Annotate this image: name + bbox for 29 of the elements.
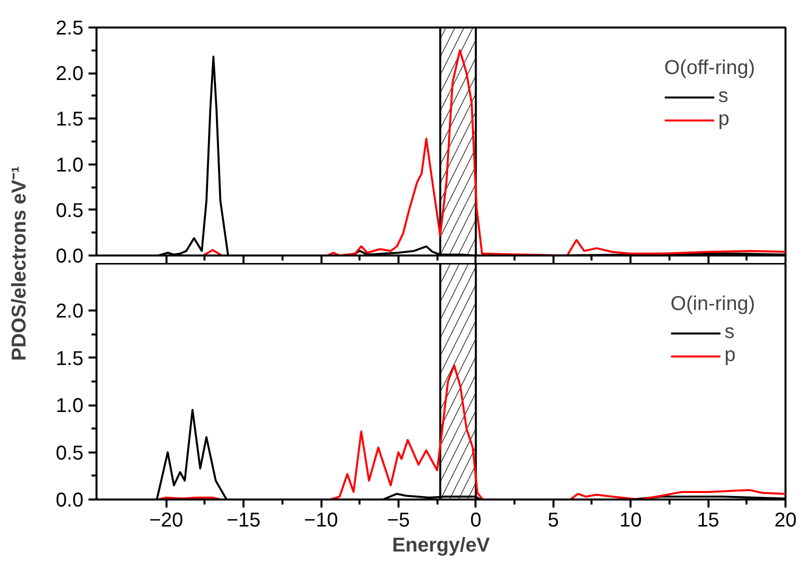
x-axis-title: Energy/eV <box>392 534 491 556</box>
y-tick-label: 1.5 <box>56 348 84 370</box>
y-axis-title: PDOS/electrons eV⁻¹ <box>8 166 30 361</box>
x-tick-label: 20 <box>774 510 797 532</box>
x-tick-label: 0 <box>470 510 482 532</box>
x-tick-label: 15 <box>696 510 720 532</box>
legend-title: O(in-ring) <box>670 293 755 316</box>
y-tick-label: 1.0 <box>56 395 84 418</box>
y-tick-label: 0.0 <box>56 490 84 512</box>
y-tick-label: 2.5 <box>56 18 84 40</box>
x-tick-label: −15 <box>226 510 261 532</box>
line-series <box>202 49 786 256</box>
x-tick-label: −5 <box>387 510 410 532</box>
y-tick-label: 2.0 <box>56 63 84 86</box>
legend-label: s <box>724 321 736 344</box>
y-tick-label: 2.0 <box>56 300 84 323</box>
x-tick-label: 10 <box>620 510 642 532</box>
legend-label: s <box>718 85 730 108</box>
x-tick-label: −20 <box>149 510 184 532</box>
y-tick-label: 1.5 <box>56 108 84 131</box>
legend-label: p <box>718 108 730 131</box>
y-tick-label: 0.5 <box>56 200 84 222</box>
legend-label: p <box>724 344 737 367</box>
y-tick-label: 0.0 <box>56 246 84 268</box>
y-tick-label: 1.0 <box>56 154 84 176</box>
x-tick-label: −10 <box>304 510 338 532</box>
legend-title: O(off-ring) <box>664 57 755 80</box>
x-tick-label: 5 <box>548 510 559 532</box>
y-tick-label: 0.5 <box>56 442 84 464</box>
